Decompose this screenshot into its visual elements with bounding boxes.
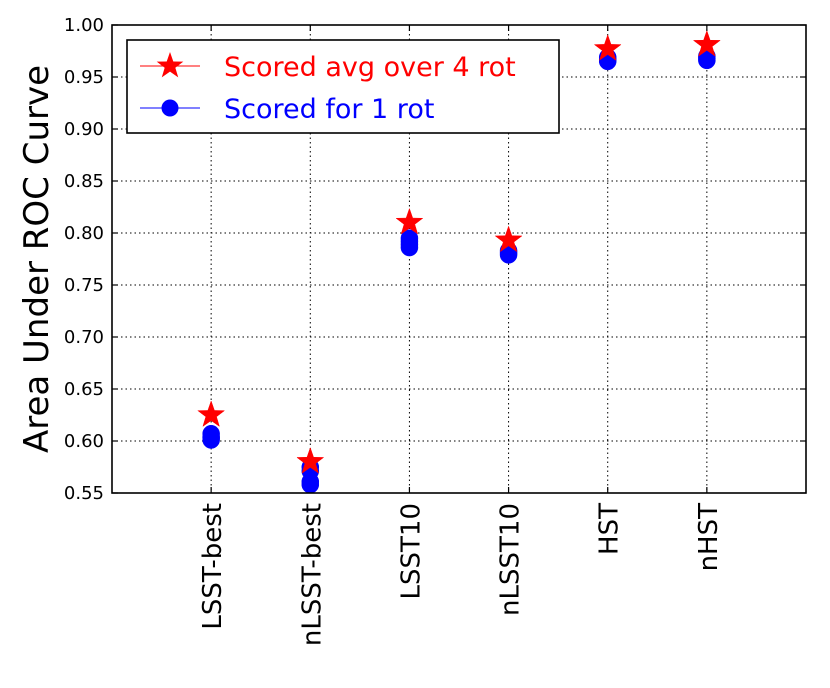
y-tick-label: 0.80 [64,223,104,244]
average-rotation-point [395,207,424,235]
plot-frame [111,24,807,494]
y-tick-label: 0.95 [64,67,104,88]
single-rotation-point [202,429,220,447]
legend-star-icon [156,52,184,78]
average-rotation-point [692,29,721,57]
y-axis-ticks: 0.55 0.60 0.65 0.70 0.75 0.80 0.85 0.90 0.95 1.00 [64,15,806,504]
x-tick-label: LSST10 [396,503,426,599]
y-tick-label: 0.75 [64,275,104,296]
legend-circle-icon [161,99,179,117]
single-rotation-point [400,229,419,247]
y-tick-label: 0.90 [64,119,104,140]
legend: Scored avg over 4 rot Scored for 1 rot [126,39,560,134]
x-tick-label: LSST-best [198,503,228,630]
x-tick-label: nHST [694,503,724,572]
y-tick-label: 0.60 [64,431,104,452]
legend-entry-average: Scored avg over 4 rot [140,52,516,83]
y-tick-label: 0.55 [64,483,104,504]
legend-label-single: Scored for 1 rot [224,94,434,125]
x-tick-label: nLSST-best [297,503,327,646]
series-average-rotation [197,29,721,474]
legend-label-average: Scored avg over 4 rot [224,52,516,83]
legend-entry-single: Scored for 1 rot [140,94,434,125]
average-rotation-point [494,225,523,253]
average-rotation-point [197,400,226,427]
y-tick-label: 1.00 [64,15,104,36]
y-tick-label: 0.85 [64,171,104,192]
x-tick-label: nLSST10 [496,503,526,616]
x-axis-ticks: LSST-best nLSST-best LSST10 nLSST10 HST nHST [198,25,724,646]
average-rotation-point [296,447,325,474]
y-tick-label: 0.65 [64,379,104,400]
x-tick-label: HST [595,503,625,555]
y-axis-label: Area Under ROC Curve [17,65,57,453]
legend-box [126,39,560,134]
average-rotation-point [593,34,622,61]
y-tick-label: 0.70 [64,327,104,348]
